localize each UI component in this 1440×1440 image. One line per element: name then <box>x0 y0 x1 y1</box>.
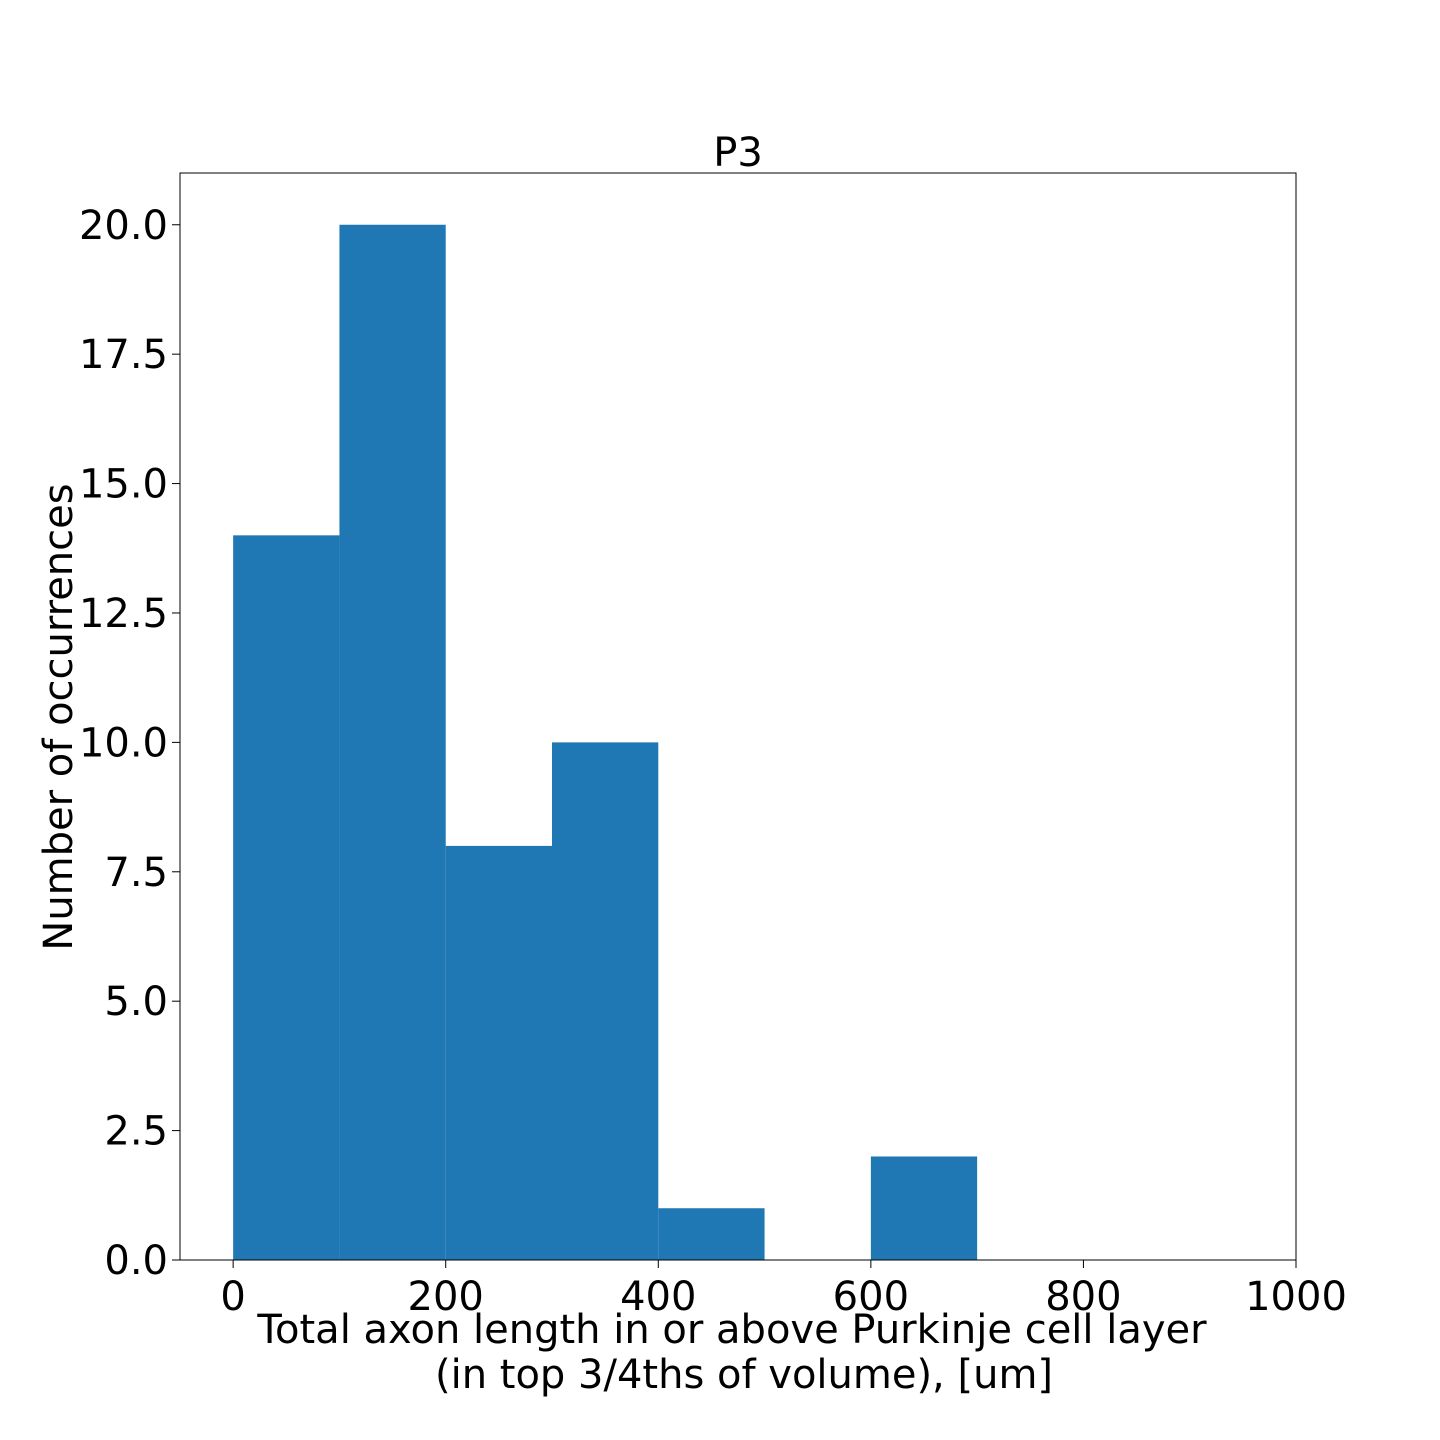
y-axis: 0.0 2.5 5.0 7.5 10.0 12.5 15.0 17.5 20.0 <box>79 203 180 1284</box>
x-tick-label: 1000 <box>1245 1274 1347 1320</box>
histogram-bar-200-300 <box>445 845 552 1260</box>
y-tick-label: 15.0 <box>79 462 168 508</box>
x-axis: 0 200 400 600 800 1000 <box>220 1260 1347 1320</box>
histogram-bar-100-200 <box>339 224 446 1260</box>
y-tick-label: 12.5 <box>79 591 168 637</box>
y-tick-label: 20.0 <box>79 203 168 249</box>
y-tick-label: 17.5 <box>79 332 168 378</box>
x-tick-label: 800 <box>1045 1274 1121 1320</box>
x-axis-label-line2: (in top 3/4ths of volume), [um] <box>435 1352 1053 1398</box>
y-tick-label: 0.0 <box>104 1238 168 1284</box>
x-tick-label: 600 <box>833 1274 909 1320</box>
y-tick-label: 10.0 <box>79 720 168 766</box>
chart-title: P3 <box>713 130 763 176</box>
plot-area-frame <box>179 172 1297 1261</box>
histogram-bar-400-500 <box>658 1208 765 1260</box>
histogram-bar-300-400 <box>552 742 659 1260</box>
histogram-bar-0-100 <box>233 535 340 1260</box>
y-tick-label: 5.0 <box>104 979 168 1025</box>
y-tick-label: 7.5 <box>104 850 168 896</box>
y-axis-label: Number of occurrences <box>36 483 82 950</box>
x-tick-label: 400 <box>620 1274 696 1320</box>
y-tick-label: 2.5 <box>104 1109 168 1155</box>
x-tick-label: 200 <box>408 1274 484 1320</box>
histogram-bar-600-700 <box>870 1156 978 1260</box>
bars-group <box>233 224 978 1260</box>
x-tick-label: 0 <box>220 1274 245 1320</box>
x-axis-label-line1: Total axon length in or above Purkinje c… <box>256 1307 1207 1353</box>
